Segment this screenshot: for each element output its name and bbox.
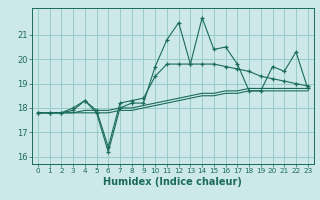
X-axis label: Humidex (Indice chaleur): Humidex (Indice chaleur) [103,177,242,187]
